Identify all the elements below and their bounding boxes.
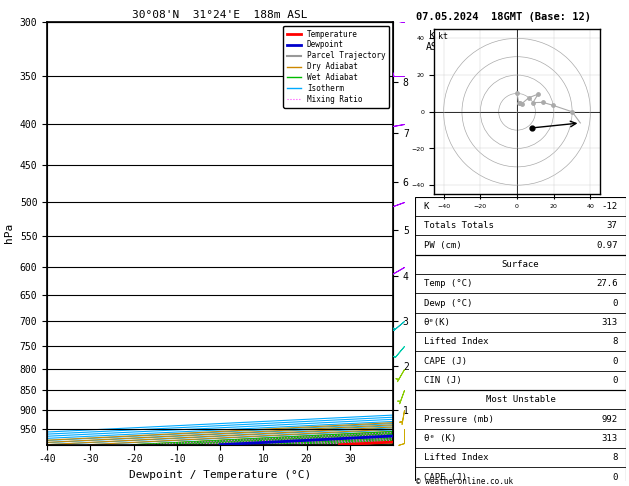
Bar [415,390,626,486]
Text: 27.6: 27.6 [596,279,618,288]
Text: Lifted Index: Lifted Index [423,337,488,347]
Text: Temp (°C): Temp (°C) [423,279,472,288]
Point [538,99,548,106]
Text: Totals Totals: Totals Totals [423,221,493,230]
Text: 37: 37 [607,221,618,230]
Text: 0: 0 [612,357,618,365]
Point [514,99,524,106]
Point [515,99,525,107]
Text: θᵉ (K): θᵉ (K) [423,434,456,443]
Text: PW (cm): PW (cm) [423,241,461,250]
Text: Pressure (mb): Pressure (mb) [423,415,493,424]
Point [567,108,577,116]
Text: 313: 313 [601,434,618,443]
Bar [415,197,626,255]
Text: 992: 992 [601,415,618,424]
Point [516,100,526,108]
Text: 0: 0 [612,376,618,385]
Text: -12: -12 [601,202,618,211]
Text: 0: 0 [612,473,618,482]
Text: CAPE (J): CAPE (J) [423,473,467,482]
Point [512,89,522,97]
Y-axis label: hPa: hPa [4,223,14,243]
Text: Most Unstable: Most Unstable [486,395,555,404]
Text: CIN (J): CIN (J) [423,376,461,385]
Text: 0.97: 0.97 [596,241,618,250]
Y-axis label: km
ASL: km ASL [426,30,443,52]
Title: 30°08'N  31°24'E  188m ASL: 30°08'N 31°24'E 188m ASL [132,10,308,20]
Text: Dewp (°C): Dewp (°C) [423,299,472,308]
Text: CAPE (J): CAPE (J) [423,357,467,365]
Text: 0: 0 [612,299,618,308]
Text: 313: 313 [601,318,618,327]
Text: Lifted Index: Lifted Index [423,453,488,462]
Bar [415,255,626,390]
Point [533,90,543,98]
Text: Surface: Surface [502,260,539,269]
Point [528,99,538,106]
Text: 8: 8 [612,453,618,462]
Text: 8: 8 [612,337,618,347]
X-axis label: Dewpoint / Temperature (°C): Dewpoint / Temperature (°C) [129,470,311,480]
Text: 07.05.2024  18GMT (Base: 12): 07.05.2024 18GMT (Base: 12) [416,12,591,22]
Point [527,124,537,132]
Text: kt: kt [438,33,448,41]
Text: θᵉ(K): θᵉ(K) [423,318,450,327]
Text: © weatheronline.co.uk: © weatheronline.co.uk [416,477,513,486]
Point [524,94,534,102]
Point [548,102,558,109]
Text: K: K [423,202,429,211]
Legend: Temperature, Dewpoint, Parcel Trajectory, Dry Adiabat, Wet Adiabat, Isotherm, Mi: Temperature, Dewpoint, Parcel Trajectory… [283,26,389,108]
